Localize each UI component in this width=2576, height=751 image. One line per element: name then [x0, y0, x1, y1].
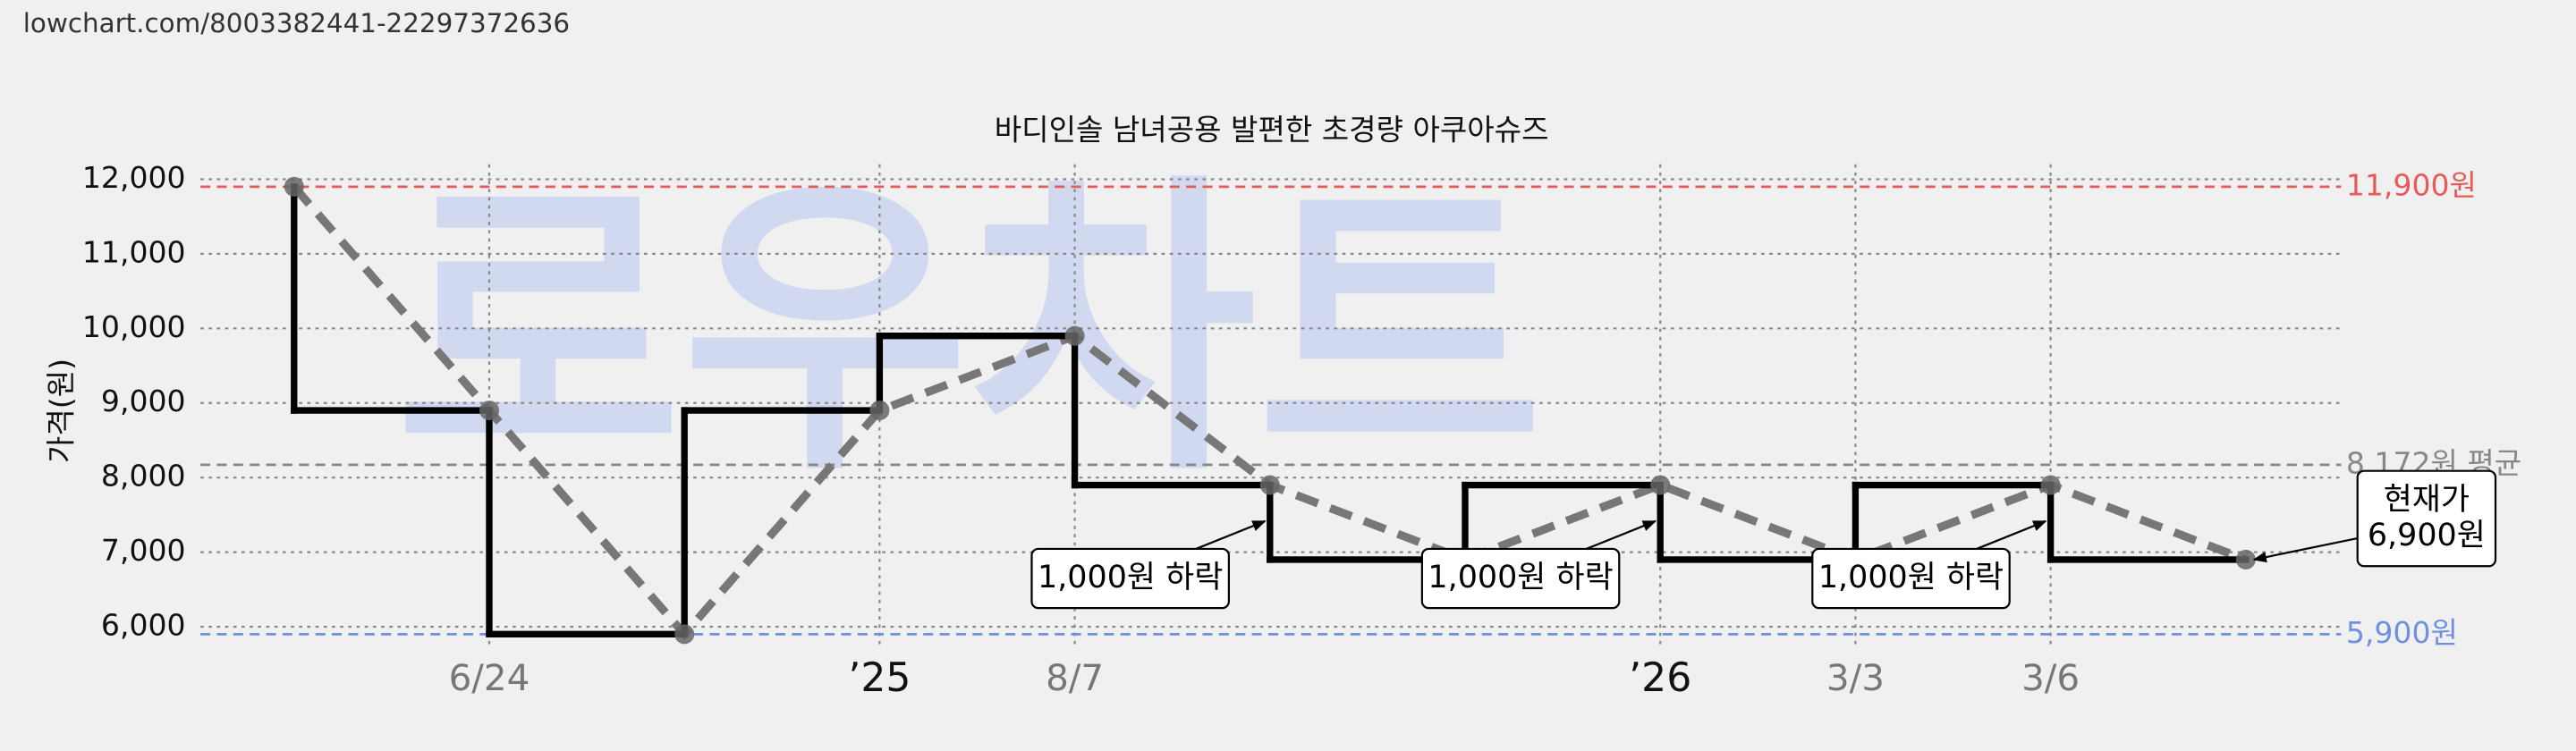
- point: [1650, 475, 1671, 495]
- x-tick-label: ’25: [848, 655, 911, 701]
- annotation-box: [2356, 469, 2497, 568]
- annotation-text: 1,000원 하락: [1038, 560, 1223, 595]
- point: [2040, 475, 2061, 495]
- y-tick-label: 10,000: [82, 309, 186, 344]
- annotation-text: 1,000원 하락: [1428, 560, 1613, 595]
- y-tick-label: 6,000: [101, 608, 186, 643]
- point: [1064, 325, 1085, 346]
- watermark: 로우차트: [395, 150, 1544, 513]
- annotation-text: 1,000원 하락: [1818, 560, 2004, 595]
- y-tick-label: 8,000: [101, 459, 186, 494]
- annotation-text: 현재가: [2384, 482, 2470, 518]
- x-tick-label: 6/24: [449, 656, 530, 699]
- point: [479, 401, 499, 421]
- x-tick-label: 3/6: [2021, 656, 2080, 699]
- point: [2235, 549, 2256, 570]
- annotation-arrow: [1976, 519, 2047, 550]
- annotation-box: [1811, 547, 2011, 610]
- y-tick-label: 7,000: [101, 533, 186, 568]
- x-tick-label: ’26: [1629, 655, 1691, 701]
- url: lowchart.com/8003382441-22297372636: [23, 8, 570, 38]
- y-tick-label: 12,000: [82, 160, 186, 195]
- annotation-arrow: [1195, 519, 1267, 550]
- point: [869, 401, 890, 421]
- point: [284, 176, 304, 197]
- reference-label: 5,900원: [2346, 615, 2458, 650]
- annotation-box: [1420, 547, 1621, 610]
- annotation-text: 6,900원: [2368, 518, 2486, 553]
- x-tick-label: 3/3: [1826, 656, 1885, 699]
- chart-title: 바디인솔 남녀공용 발편한 초경량 아쿠아슈즈: [995, 113, 1549, 148]
- annotation-box: [1030, 547, 1230, 610]
- point: [674, 624, 695, 645]
- y-tick-label: 11,000: [82, 234, 186, 269]
- y-axis-label: 가격(원): [43, 359, 78, 463]
- x-tick-label: 8/7: [1046, 656, 1104, 699]
- point: [1259, 475, 1280, 495]
- reference-label: 11,900원: [2346, 167, 2477, 202]
- annotation-arrow: [1586, 519, 1657, 550]
- annotation-arrow: [2252, 536, 2358, 563]
- y-tick-label: 9,000: [101, 384, 186, 418]
